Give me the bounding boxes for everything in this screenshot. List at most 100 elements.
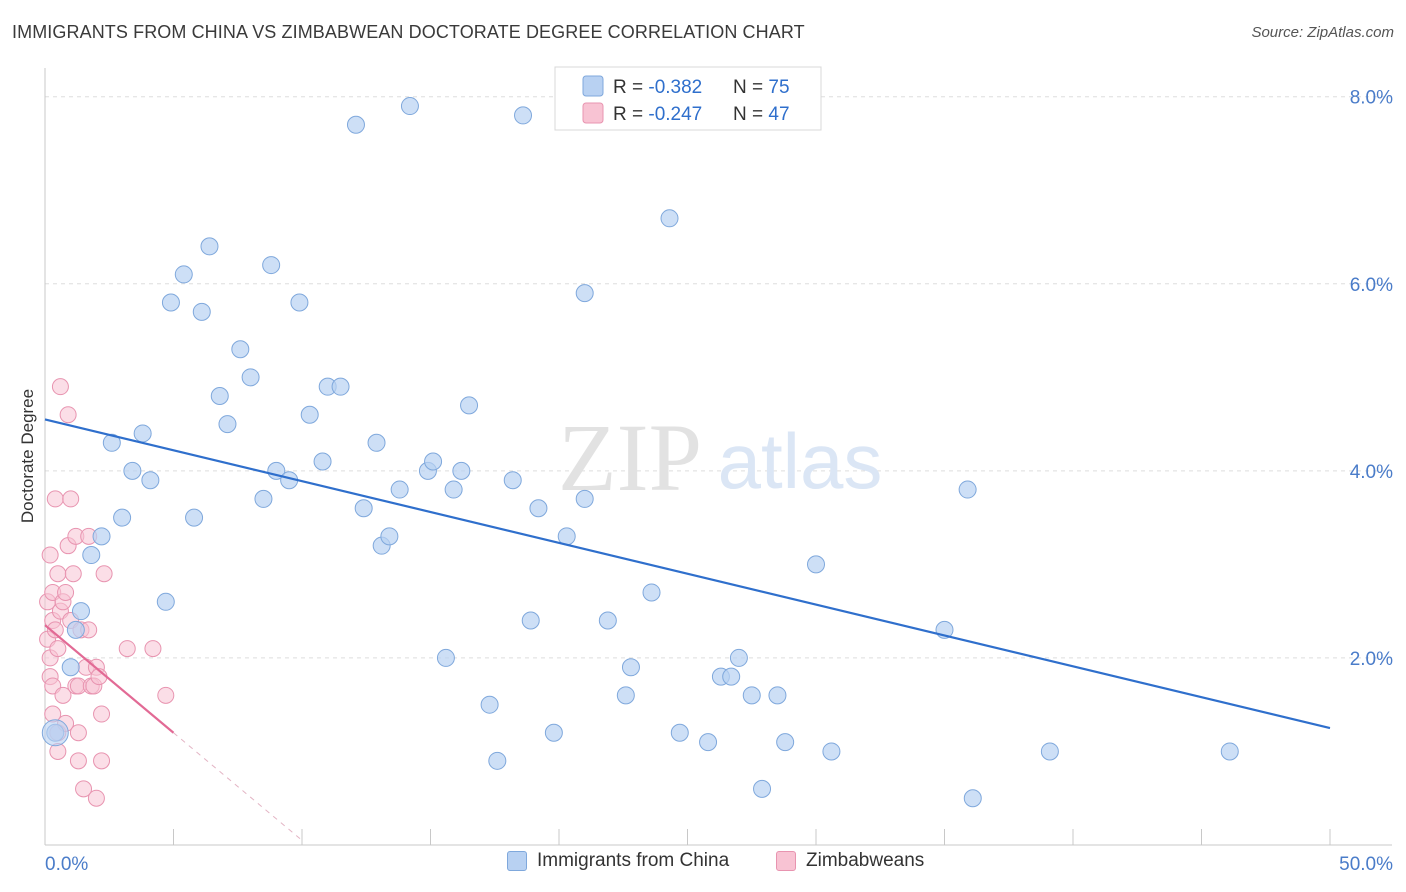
data-point-zimbabweans [93,752,111,770]
data-point-zimbabweans [62,490,80,508]
data-point-china [514,106,533,125]
data-point-china [313,452,332,471]
legend-bottom: Immigrants from China Zimbabweans [0,850,1406,880]
data-point-china [210,387,229,406]
data-point-zimbabweans [41,546,59,564]
data-point-china [71,602,90,621]
trend-line-china [44,418,1331,730]
data-point-china [436,648,455,667]
data-point-china [218,415,237,434]
svg-text:R = -0.382: R = -0.382 [613,77,702,98]
data-point-zimbabweans [57,583,75,601]
legend-n-value: 47 [768,104,789,125]
data-point-china [521,611,540,630]
legend-swatch-blue [582,75,604,97]
data-point-china [699,733,718,752]
data-point-china [300,405,319,424]
legend-item-china: Immigrants from China [507,850,729,872]
data-point-china [575,489,594,508]
data-point-china [753,779,772,798]
y-tick-label: 8.0% [1350,88,1393,109]
data-point-china [390,480,409,499]
data-point-zimbabweans [59,406,77,424]
trend-line-zimbabweans-extension [173,732,303,841]
data-point-china [156,592,175,611]
tick-labels: 2.0% 4.0% 6.0% 8.0% 0.0% 50.0% [45,88,1393,875]
data-point-china [380,527,399,546]
legend-item-zimbabweans: Zimbabweans [776,850,924,872]
y-axis-label: Doctorate Degree [18,389,37,523]
source-label: Source: ZipAtlas.com [1251,24,1394,41]
data-point-china [262,256,281,275]
chart-title: IMMIGRANTS FROM CHINA VS ZIMBABWEAN DOCT… [12,22,805,42]
legend-n-label: N = [733,77,768,98]
data-point-zimbabweans [157,686,175,704]
data-point-zimbabweans [87,789,105,807]
data-point-china [776,733,795,752]
data-point-china [113,508,132,527]
x-tick-label: 50.0% [1339,854,1393,875]
data-point-china [354,499,373,518]
y-tick-label: 4.0% [1350,462,1393,483]
data-point-china [529,499,548,518]
data-point-china [66,620,85,639]
svg-text:N = 75: N = 75 [733,77,790,98]
data-point-zimbabweans [118,640,136,658]
data-point-china [621,658,640,677]
data-point-zimbabweans [54,686,72,704]
data-point-china [1040,742,1059,761]
data-point-china [742,686,761,705]
data-point-china [488,751,507,770]
data-point-china [161,293,180,312]
legend-n-label: N = [733,104,768,125]
data-point-china [963,789,982,808]
data-point-china [424,452,443,471]
x-tick-label: 0.0% [45,854,88,875]
legend-r-value: -0.382 [648,77,702,98]
data-point-china [290,293,309,312]
data-point-china [331,377,350,396]
data-point-china [133,424,152,443]
legend-r-value: -0.247 [648,104,702,125]
legend-swatch-china [507,851,527,871]
data-point-china [123,461,142,480]
legend-label-china: Immigrants from China [537,850,730,871]
legend-label-zimbabweans: Zimbabweans [806,850,925,871]
data-point-china [575,284,594,303]
data-point-china [82,546,101,565]
trend-lines [44,418,1331,841]
data-point-china [1220,742,1239,761]
data-point-china [822,742,841,761]
data-point-zimbabweans [75,780,93,798]
data-point-china [92,527,111,546]
watermark: ZIP atlas [558,404,882,511]
data-point-china [231,340,250,359]
svg-text:R = -0.247: R = -0.247 [613,104,702,125]
data-point-china [807,555,825,574]
trend-line-zimbabweans [44,624,175,734]
data-point-china [192,302,211,321]
data-point-china [544,723,563,742]
svg-text:N = 47: N = 47 [733,104,790,125]
data-point-china [241,368,260,387]
data-point-china [670,723,689,742]
data-point-china [729,648,748,667]
legend-r-label: R = [613,104,648,125]
legend-swatch-zimbabweans [776,851,796,871]
y-tick-label: 6.0% [1350,275,1393,296]
data-point-china [346,115,365,134]
legend-top: R = -0.382 N = 75 R = -0.247 N = 47 [554,66,822,131]
data-point-zimbabweans [46,621,64,639]
data-point-china [254,489,273,508]
data-point-china [200,237,219,256]
data-point-zimbabweans [93,705,111,723]
data-point-zimbabweans [49,565,67,583]
data-point-china [460,396,479,415]
data-point-china [768,686,787,705]
data-point-china [660,209,679,228]
data-point-china [141,471,160,490]
data-point-zimbabweans [49,640,67,658]
watermark-atlas: atlas [718,417,883,505]
data-point-china [400,97,419,116]
